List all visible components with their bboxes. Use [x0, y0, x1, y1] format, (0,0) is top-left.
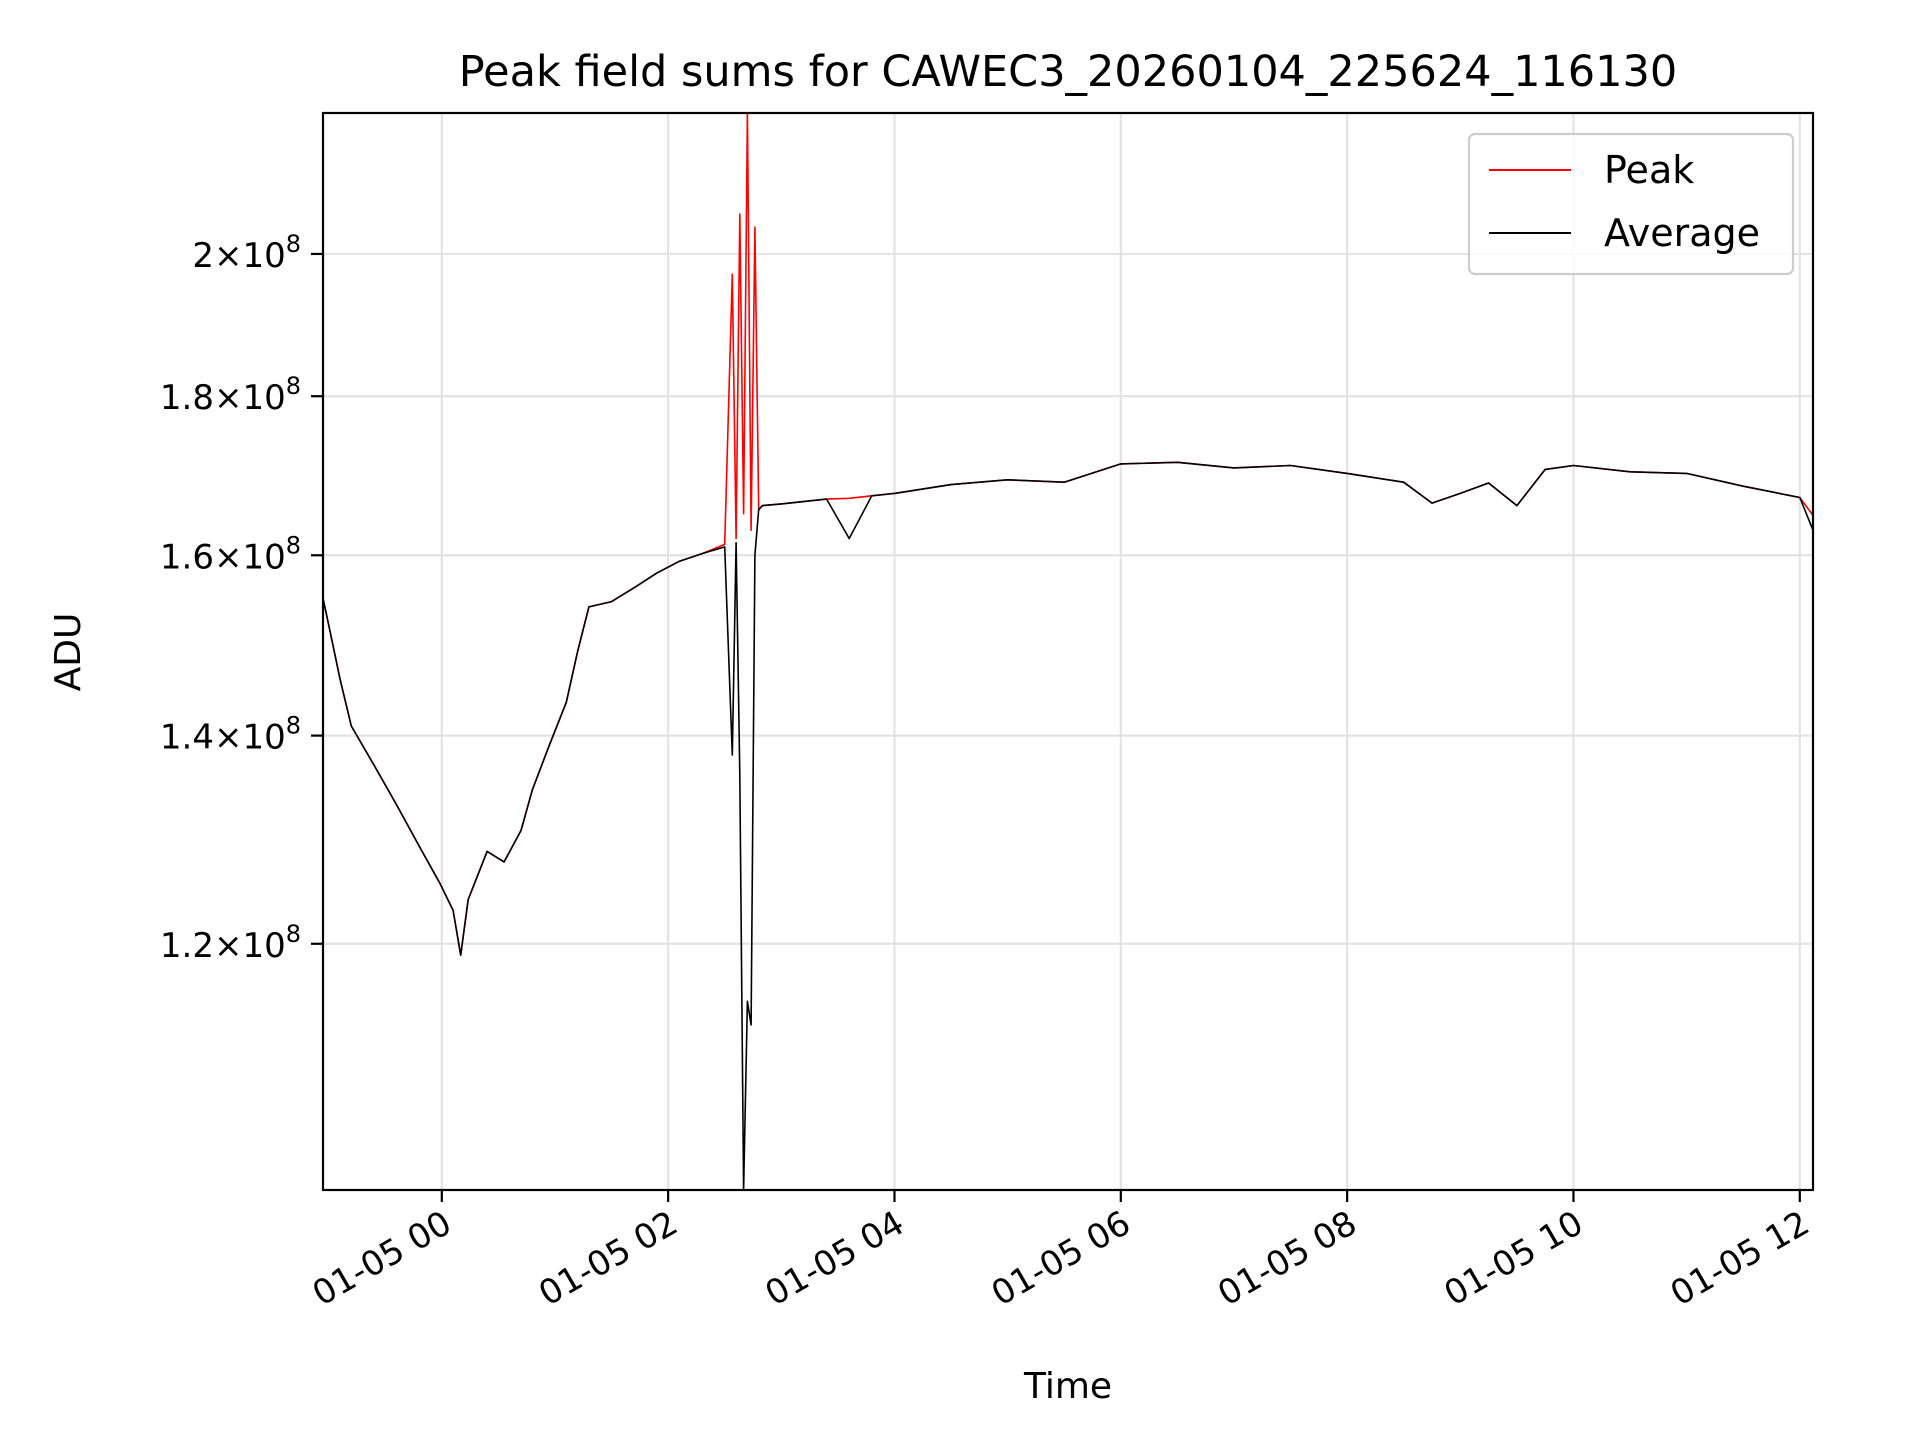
plot-frame [321, 111, 1815, 1192]
y-tick-label: 1.6×108 [160, 531, 301, 577]
y-tick-label: 1.4×108 [160, 712, 301, 758]
svg-text:1.8×108: 1.8×108 [160, 372, 301, 418]
y-tick-mantissa: 2 [192, 236, 214, 276]
legend-label-average: Average [1604, 211, 1760, 255]
grid [323, 113, 1813, 1190]
y-tick-exponent: 8 [286, 920, 301, 948]
y-tick-exponent: 8 [286, 712, 301, 740]
y-tick-exponent: 8 [286, 531, 301, 559]
y-tick-mantissa: 1.2 [160, 926, 214, 966]
y-tick-mantissa: 1.8 [160, 378, 214, 418]
chart-title: Peak field sums for CAWEC3_20260104_2256… [459, 47, 1677, 97]
y-tick-mantissa: 1.4 [160, 718, 214, 758]
svg-text:1.6×108: 1.6×108 [160, 531, 301, 577]
y-tick-label: 1.8×108 [160, 372, 301, 418]
y-tick-exponent: 8 [286, 372, 301, 400]
series-line-average [322, 461, 1814, 1191]
y-tick-label: 2×108 [192, 230, 301, 276]
legend: Peak Average [1467, 132, 1795, 276]
y-tick-mantissa: 1.6 [160, 537, 214, 577]
y-tick-label: 1.2×108 [160, 920, 301, 966]
svg-text:1.4×108: 1.4×108 [160, 712, 301, 758]
y-axis-label: ADU [48, 613, 89, 692]
y-axis: 1.2×108 1.4×108 1.6×108 1.8×108 2×108 [160, 230, 323, 966]
x-axis-label: Time [1023, 1366, 1112, 1407]
svg-text:2×108: 2×108 [192, 230, 301, 276]
y-tick-exponent: 8 [286, 230, 301, 258]
legend-label-peak: Peak [1604, 148, 1694, 192]
svg-text:1.2×108: 1.2×108 [160, 920, 301, 966]
